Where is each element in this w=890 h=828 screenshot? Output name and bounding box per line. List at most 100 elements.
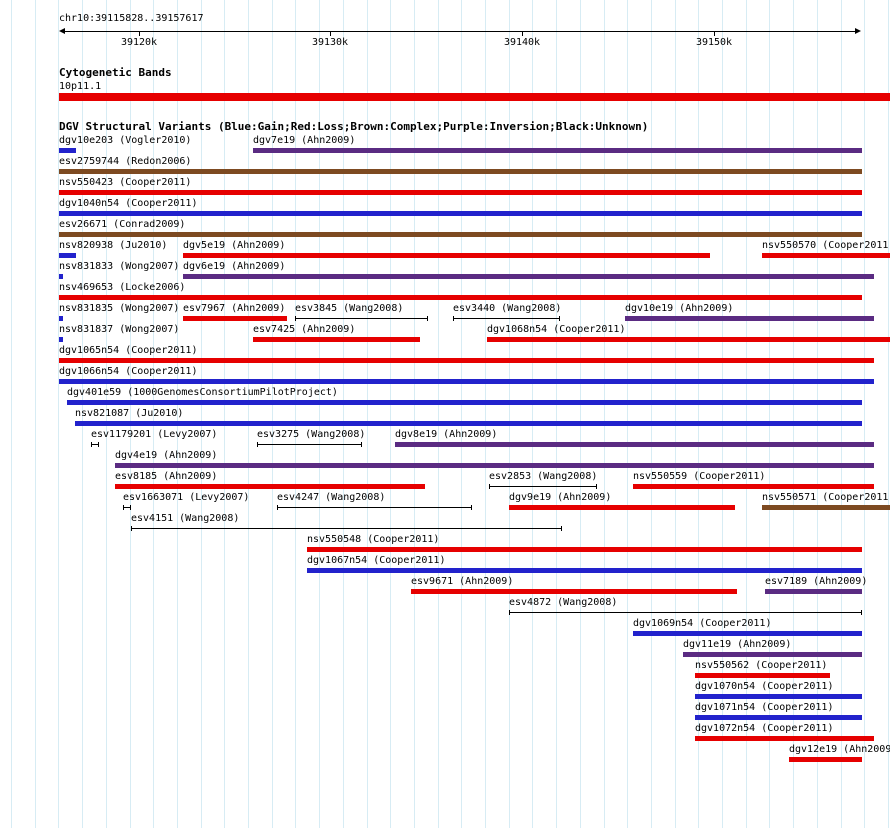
- variant-bar-complex[interactable]: [59, 169, 862, 174]
- variant-bar-loss[interactable]: [487, 337, 890, 342]
- gridline: [34, 0, 36, 828]
- variant-bar-loss[interactable]: [633, 484, 874, 489]
- gridline: [390, 0, 392, 828]
- variant-bar-unknown[interactable]: [123, 505, 131, 510]
- variant-label: dgv1068n54 (Cooper2011): [487, 324, 626, 335]
- variant-label: esv3440 (Wang2008): [453, 303, 562, 314]
- cytoband-bar[interactable]: [59, 93, 890, 101]
- variant-label: nsv469653 (Locke2006): [59, 282, 186, 293]
- variant-label: nsv821087 (Ju2010): [75, 408, 184, 419]
- variant-bar-gain[interactable]: [59, 148, 76, 153]
- gridline: [532, 0, 534, 828]
- ruler-tick-label: 39120k: [120, 37, 158, 48]
- gridline: [674, 0, 676, 828]
- variant-bar-loss[interactable]: [695, 736, 874, 741]
- gridline: [793, 0, 795, 828]
- variant-label: dgv9e19 (Ahn2009): [509, 492, 612, 503]
- variant-bar-gain[interactable]: [59, 337, 63, 342]
- variant-bar-unknown[interactable]: [257, 442, 362, 447]
- variant-label: nsv820938 (Ju2010): [59, 240, 168, 251]
- cytoband-label: 10p11.1: [59, 81, 102, 92]
- variant-bar-inversion[interactable]: [183, 274, 874, 279]
- variant-bar-loss[interactable]: [183, 316, 287, 321]
- variant-bar-inversion[interactable]: [765, 589, 862, 594]
- variant-bar-loss[interactable]: [695, 673, 830, 678]
- variant-label: esv4872 (Wang2008): [509, 597, 618, 608]
- ruler-tick-label: 39150k: [695, 37, 733, 48]
- gridline: [248, 0, 249, 828]
- variant-bar-inversion[interactable]: [115, 463, 874, 468]
- variant-label: esv1179201 (Levy2007): [91, 429, 218, 440]
- variant-bar-inversion[interactable]: [395, 442, 874, 447]
- variant-bar-gain[interactable]: [59, 274, 63, 279]
- variant-label: dgv1072n54 (Cooper2011): [695, 723, 834, 734]
- variant-label: esv4247 (Wang2008): [277, 492, 386, 503]
- variant-label: esv7967 (Ahn2009): [183, 303, 286, 314]
- variant-label: dgv12e19 (Ahn2009): [789, 744, 890, 755]
- gridline: [816, 0, 818, 828]
- ruler-tick: [522, 31, 523, 36]
- variant-label: esv7425 (Ahn2009): [253, 324, 356, 335]
- variant-bar-loss[interactable]: [59, 190, 862, 195]
- gridline: [11, 0, 12, 828]
- variant-label: dgv1067n54 (Cooper2011): [307, 555, 446, 566]
- variant-bar-gain[interactable]: [695, 694, 862, 699]
- variant-bar-loss[interactable]: [789, 757, 862, 762]
- variant-bar-unknown[interactable]: [131, 526, 562, 531]
- variant-label: dgv4e19 (Ahn2009): [115, 450, 218, 461]
- variant-label: esv3275 (Wang2008): [257, 429, 366, 440]
- ruler-tick: [330, 31, 331, 36]
- variant-bar-unknown[interactable]: [509, 610, 862, 615]
- gridline: [82, 0, 84, 828]
- variant-bar-gain[interactable]: [67, 400, 862, 405]
- variant-bar-gain[interactable]: [59, 379, 874, 384]
- variant-bar-loss[interactable]: [411, 589, 737, 594]
- gridline: [556, 0, 558, 828]
- variant-bar-unknown[interactable]: [91, 442, 99, 447]
- gridline: [579, 0, 581, 828]
- variant-label: dgv401e59 (1000GenomesConsortiumPilotPro…: [67, 387, 338, 398]
- variant-bar-loss[interactable]: [253, 337, 420, 342]
- variant-label: dgv1070n54 (Cooper2011): [695, 681, 834, 692]
- variant-label: dgv10e203 (Vogler2010): [59, 135, 192, 146]
- variant-bar-inversion[interactable]: [253, 148, 862, 153]
- variant-label: esv7189 (Ahn2009): [765, 576, 868, 587]
- gridline: [461, 0, 463, 828]
- variant-bar-loss[interactable]: [59, 295, 862, 300]
- variant-bar-unknown[interactable]: [295, 316, 428, 321]
- variant-bar-gain[interactable]: [307, 568, 862, 573]
- variant-bar-complex[interactable]: [762, 505, 890, 510]
- variant-label: esv4151 (Wang2008): [131, 513, 240, 524]
- variant-label: dgv5e19 (Ahn2009): [183, 240, 286, 251]
- gridline: [271, 0, 273, 828]
- variant-bar-loss[interactable]: [307, 547, 862, 552]
- variant-bar-inversion[interactable]: [683, 652, 862, 657]
- variant-bar-gain[interactable]: [75, 421, 862, 426]
- variant-bar-gain[interactable]: [633, 631, 862, 636]
- gridline: [366, 0, 368, 828]
- variant-bar-gain[interactable]: [59, 211, 862, 216]
- variant-bar-gain[interactable]: [695, 715, 862, 720]
- gridline: [769, 0, 771, 828]
- variant-bar-gain[interactable]: [59, 253, 76, 258]
- variant-label: nsv831833 (Wong2007): [59, 261, 180, 272]
- gridline: [627, 0, 629, 828]
- variant-bar-complex[interactable]: [59, 232, 862, 237]
- variant-bar-loss[interactable]: [762, 253, 890, 258]
- variant-bar-gain[interactable]: [59, 316, 63, 321]
- variant-label: nsv550559 (Cooper2011): [633, 471, 766, 482]
- variant-bar-unknown[interactable]: [453, 316, 560, 321]
- variant-label: esv2759744 (Redon2006): [59, 156, 192, 167]
- variant-bar-unknown[interactable]: [489, 484, 597, 489]
- variant-bar-loss[interactable]: [59, 358, 874, 363]
- variant-bar-loss[interactable]: [183, 253, 710, 258]
- ruler-left-arrow-icon: [59, 28, 65, 34]
- dgv-track-title: DGV Structural Variants (Blue:Gain;Red:L…: [59, 120, 649, 133]
- gridline: [698, 0, 700, 828]
- variant-label: nsv831835 (Wong2007): [59, 303, 180, 314]
- variant-bar-loss[interactable]: [509, 505, 735, 510]
- variant-bar-inversion[interactable]: [625, 316, 874, 321]
- variant-bar-unknown[interactable]: [277, 505, 472, 510]
- ruler-tick: [139, 31, 140, 36]
- variant-bar-loss[interactable]: [115, 484, 425, 489]
